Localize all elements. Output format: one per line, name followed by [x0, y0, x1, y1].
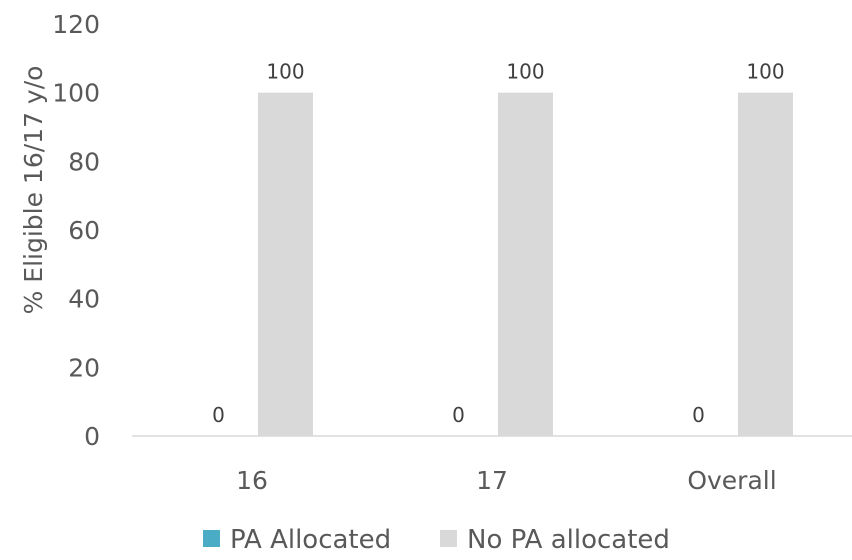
- legend-label-no-pa-allocated: No PA allocated: [467, 525, 670, 555]
- x-category-label: Overall: [687, 466, 776, 495]
- legend-label-pa-allocated: PA Allocated: [230, 525, 391, 555]
- bar-no-pa-allocated: [258, 92, 313, 437]
- bar-no-pa-allocated: [498, 92, 553, 437]
- data-label: 0: [452, 403, 465, 427]
- x-axis-category-labels: 16 17 Overall: [236, 466, 777, 495]
- y-tick-label: 100: [52, 79, 100, 108]
- data-label: 100: [746, 60, 784, 84]
- legend-swatch-pa-allocated: [203, 530, 220, 547]
- x-category-label: 17: [476, 466, 508, 495]
- data-label: 0: [692, 403, 705, 427]
- legend-swatch-no-pa-allocated: [440, 530, 457, 547]
- data-label: 100: [506, 60, 544, 84]
- legend: PA Allocated No PA allocated: [203, 525, 670, 555]
- y-axis-title: % Eligible 16/17 y/o: [19, 66, 48, 315]
- y-tick-label: 0: [84, 422, 100, 451]
- data-labels-group: 0 100 0 100 0 100: [212, 60, 784, 427]
- data-label: 0: [212, 403, 225, 427]
- y-tick-label: 60: [68, 216, 100, 245]
- y-tick-label: 80: [68, 147, 100, 176]
- y-tick-label: 20: [68, 353, 100, 382]
- x-category-label: 16: [236, 466, 268, 495]
- y-tick-label: 40: [68, 285, 100, 314]
- data-label: 100: [266, 60, 304, 84]
- y-axis-ticks: 0 20 40 60 80 100 120: [52, 10, 100, 451]
- y-tick-label: 120: [52, 10, 100, 39]
- bars-group: [258, 92, 793, 437]
- bar-no-pa-allocated: [738, 92, 793, 437]
